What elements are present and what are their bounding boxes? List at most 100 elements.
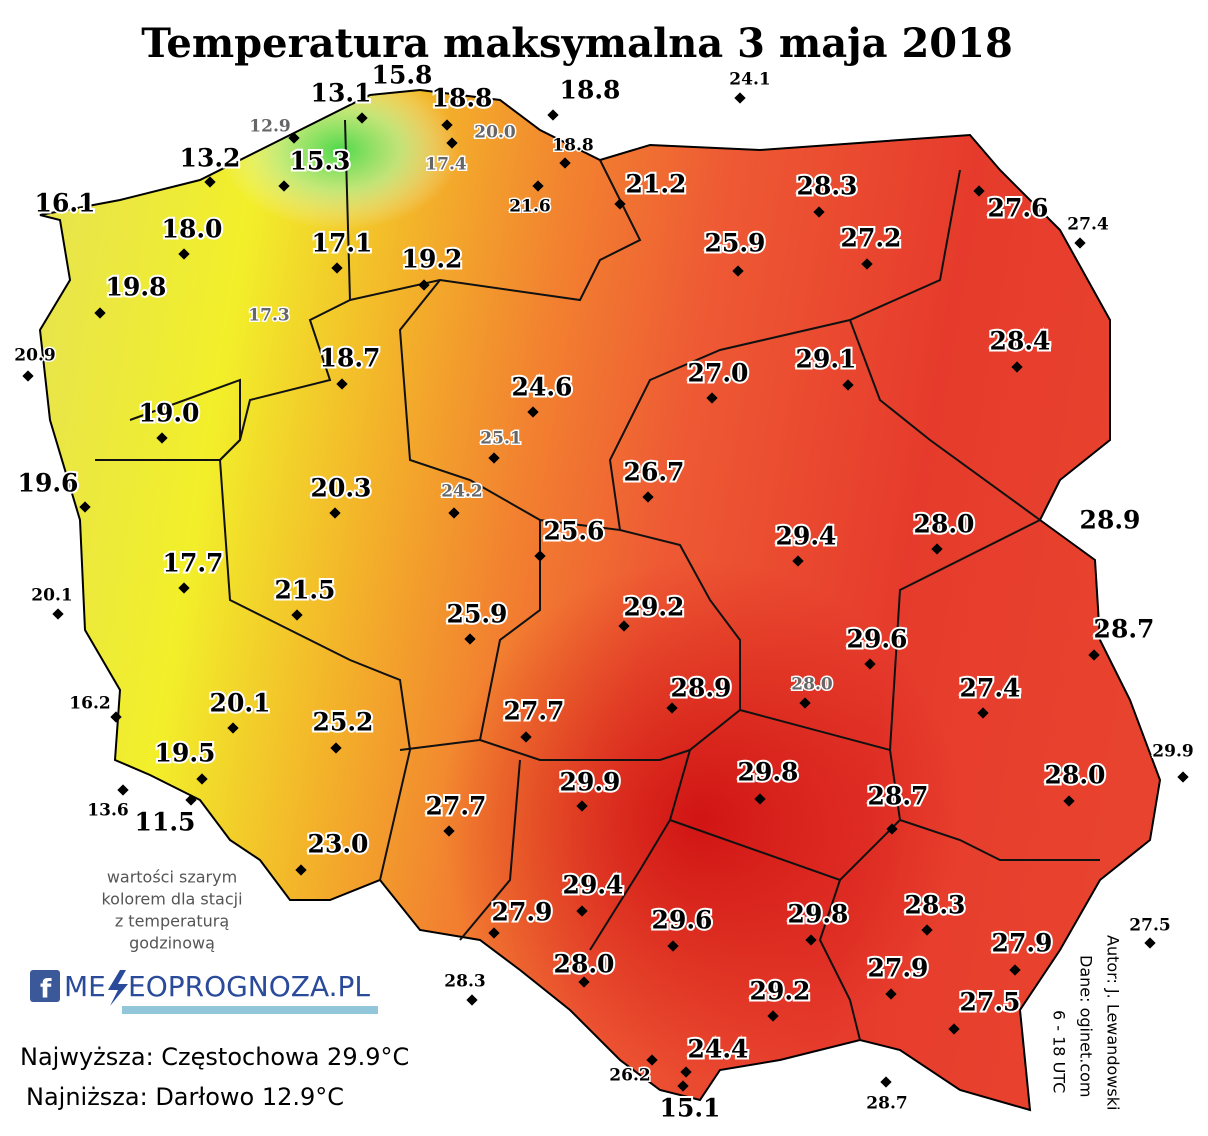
station-label: 28.0 (554, 950, 615, 979)
station-marker (520, 731, 532, 743)
station-marker (864, 658, 876, 670)
station-label: 20.1 (210, 689, 271, 718)
station-marker (446, 137, 458, 149)
station-marker (527, 406, 539, 418)
note-line: wartości szarym (107, 868, 237, 887)
station-marker (886, 823, 898, 835)
station-marker (532, 180, 544, 192)
station-label: 28.0 (791, 675, 833, 695)
station-label: 15.1 (660, 1094, 721, 1123)
station-marker (842, 379, 854, 391)
station-marker (443, 825, 455, 837)
station-marker (295, 864, 307, 876)
station-label: 19.5 (155, 739, 216, 768)
station-marker (185, 794, 197, 806)
station-marker (291, 609, 303, 621)
station-marker (931, 543, 943, 555)
station-marker (792, 555, 804, 567)
station-marker (418, 279, 430, 291)
station-marker (576, 800, 588, 812)
station-label: 27.7 (504, 697, 565, 726)
title: Temperatura maksymalna 3 maja 2018 (141, 20, 1013, 67)
station-label: 25.1 (480, 429, 521, 449)
station-marker (336, 378, 348, 390)
station-label: 23.0 (308, 830, 369, 859)
stations: 13.115.818.8 18.8 24.112.9 20.018.817.413.2… (13, 59, 1195, 1125)
credit: 6 - 18 UTC (1050, 1010, 1069, 1093)
station-label: 29.8 (738, 758, 799, 787)
station-label: 28.9 (671, 674, 732, 703)
station-label: 16.2 (69, 694, 110, 714)
station-marker (667, 940, 679, 952)
station-label: 15.8 (372, 61, 433, 90)
station-label: 21.6 (509, 197, 550, 217)
credit: Dane: oginet.com (1077, 955, 1096, 1098)
station-marker (880, 1076, 892, 1088)
station-marker (227, 722, 239, 734)
station-label: 20.3 (311, 474, 372, 503)
station-marker (767, 1010, 779, 1022)
station-marker (547, 109, 559, 121)
station-marker (1063, 795, 1075, 807)
logo-text: ME (64, 970, 106, 1003)
station-label: 12.9 (249, 117, 290, 137)
station-marker (614, 198, 626, 210)
station-marker (1074, 237, 1086, 249)
station-label: 29.4 (776, 522, 837, 551)
station-label: 28.7 (868, 782, 929, 811)
station-label: 28.7 (866, 1094, 907, 1114)
station-label: 27.9 (868, 954, 929, 983)
station-label: 20.9 (14, 346, 55, 366)
station-label: 19.8 (106, 273, 167, 302)
station-marker (754, 793, 766, 805)
station-label: 17.1 (312, 229, 373, 258)
station-marker (448, 507, 460, 519)
station-label: 13.2 (180, 144, 241, 173)
station-label: 18.7 (320, 344, 381, 373)
station-label: 24.1 (729, 70, 770, 90)
station-marker (973, 185, 985, 197)
station-label: 27.9 (492, 898, 553, 927)
station-marker (1009, 964, 1021, 976)
station-label: 11.5 (135, 808, 196, 837)
note-line: z temperaturą (115, 912, 229, 931)
station-label: 29.2 (750, 977, 811, 1006)
station-marker (466, 994, 478, 1006)
station-label: 29.9 (1152, 742, 1193, 762)
station-label: 29.9 (560, 768, 621, 797)
station-label: 28.3 (797, 172, 858, 201)
station-marker (578, 976, 590, 988)
station-label: 27.7 (426, 792, 487, 821)
station-marker (178, 248, 190, 260)
station-marker (805, 934, 817, 946)
station-label: 26.2 (609, 1066, 650, 1086)
station-label: 24.2 (441, 482, 482, 502)
station-label: 19.0 (139, 399, 200, 428)
logo-text: EOPROGNOZA.PL (128, 970, 370, 1003)
station-marker (278, 180, 290, 192)
station-label: 18.0 (162, 215, 223, 244)
station-label: 20.0 (474, 123, 516, 143)
region-borders (95, 119, 1100, 1041)
station-label: 24.4 (688, 1035, 749, 1064)
note-line: kolorem dla stacji (101, 890, 242, 909)
station-marker (178, 582, 190, 594)
station-marker (677, 1080, 689, 1092)
station-marker (204, 176, 216, 188)
station-label: 27.2 (841, 224, 902, 253)
station-marker (329, 507, 341, 519)
station-label: 29.6 (652, 906, 713, 935)
station-marker (559, 157, 571, 169)
station-marker (977, 707, 989, 719)
summary: Najwyższa: Częstochowa 29.9°C (20, 1043, 409, 1071)
station-marker (488, 452, 500, 464)
station-label: 17.4 (425, 155, 467, 175)
station-label: 29.1 (796, 345, 857, 374)
station-label: 18.8 (560, 76, 621, 105)
station-label: 28.0 (914, 510, 975, 539)
station-label: 13.6 (87, 801, 128, 821)
credit: Autor: J. Lewandowski (1104, 935, 1123, 1110)
station-marker (576, 905, 588, 917)
station-label: 27.5 (1129, 916, 1170, 936)
